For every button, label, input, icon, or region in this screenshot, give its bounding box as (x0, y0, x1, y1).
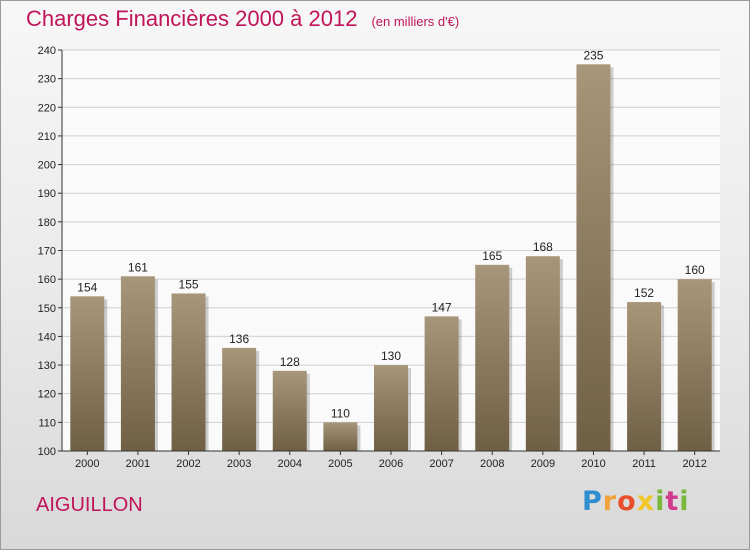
x-tick-label: 2005 (328, 458, 352, 470)
bar (576, 64, 611, 452)
bar (222, 347, 257, 451)
x-tick-label: 2010 (581, 458, 605, 470)
logo-letter: r (602, 486, 618, 517)
x-tick-label: 2004 (278, 458, 302, 470)
y-tick-label: 190 (38, 188, 56, 200)
bar-value-label: 147 (432, 300, 452, 314)
x-tick-label: 2003 (227, 458, 251, 470)
y-tick-label: 170 (38, 246, 56, 258)
x-tick-label: 2008 (480, 458, 504, 470)
logo-letter: P (582, 486, 603, 517)
bar (120, 276, 155, 451)
bar (475, 264, 510, 451)
logo-letter: t (665, 486, 680, 517)
bar-value-label: 154 (77, 280, 97, 294)
bar (272, 370, 307, 451)
x-tick-label: 2012 (682, 458, 706, 470)
bar-value-label: 235 (583, 48, 603, 62)
bar (424, 316, 459, 451)
bar-value-label: 130 (381, 349, 401, 363)
x-tick-label: 2011 (632, 458, 656, 470)
x-tick-label: 2007 (429, 458, 453, 470)
bar (374, 365, 408, 451)
y-tick-label: 200 (38, 160, 56, 172)
y-tick-label: 130 (38, 360, 56, 372)
proxiti-logo: Proxiti (582, 486, 690, 517)
bar-value-label: 161 (128, 260, 148, 274)
y-tick-label: 110 (38, 417, 56, 429)
y-tick-label: 160 (38, 274, 56, 286)
bar-value-label: 165 (482, 249, 502, 263)
bar (323, 422, 358, 451)
x-tick-label: 2006 (379, 458, 403, 470)
bar (677, 279, 712, 451)
bar (525, 256, 560, 451)
chart-title: Charges Financières 2000 à 2012 (en milli… (26, 6, 459, 32)
axes-group: 100 110 120 130 140 150 160 170 180 190 200 210 220 2… (38, 45, 720, 470)
y-tick-label: 180 (38, 217, 56, 229)
bar-value-label: 128 (280, 355, 300, 369)
y-tick-label: 230 (38, 74, 56, 86)
bars-group: 154 161 155 136 128 110 130 147 165 168 235 152 160 (70, 48, 715, 452)
title-text: Charges Financières 2000 à 2012 (26, 6, 358, 31)
bar-value-label: 155 (179, 277, 199, 291)
x-tick-label: 2000 (75, 458, 99, 470)
y-tick-label: 120 (38, 389, 56, 401)
bar (70, 296, 105, 451)
bar-value-label: 168 (533, 240, 553, 254)
x-tick-label: 2001 (126, 458, 150, 470)
title-unit: (en milliers d'€) (371, 14, 460, 29)
logo-letter: i (679, 486, 690, 517)
y-tick-label: 240 (38, 45, 56, 57)
logo-letter: x (636, 486, 656, 517)
y-tick-label: 140 (38, 331, 56, 343)
x-tick-label: 2002 (176, 458, 200, 470)
bar (627, 302, 662, 451)
bar-value-label: 110 (331, 406, 350, 420)
y-tick-label: 210 (38, 131, 56, 143)
bar-value-label: 136 (229, 332, 249, 346)
y-tick-label: 100 (38, 446, 56, 458)
city-name: AIGUILLON (36, 494, 143, 516)
y-tick-label: 150 (38, 303, 56, 315)
x-tick-label: 2009 (531, 458, 555, 470)
logo-letter: o (617, 486, 637, 517)
bar (171, 293, 206, 451)
bar-value-label: 160 (685, 263, 705, 277)
bar-value-label: 152 (634, 286, 654, 300)
y-tick-label: 220 (38, 102, 56, 114)
logo-letter: i (655, 486, 666, 517)
